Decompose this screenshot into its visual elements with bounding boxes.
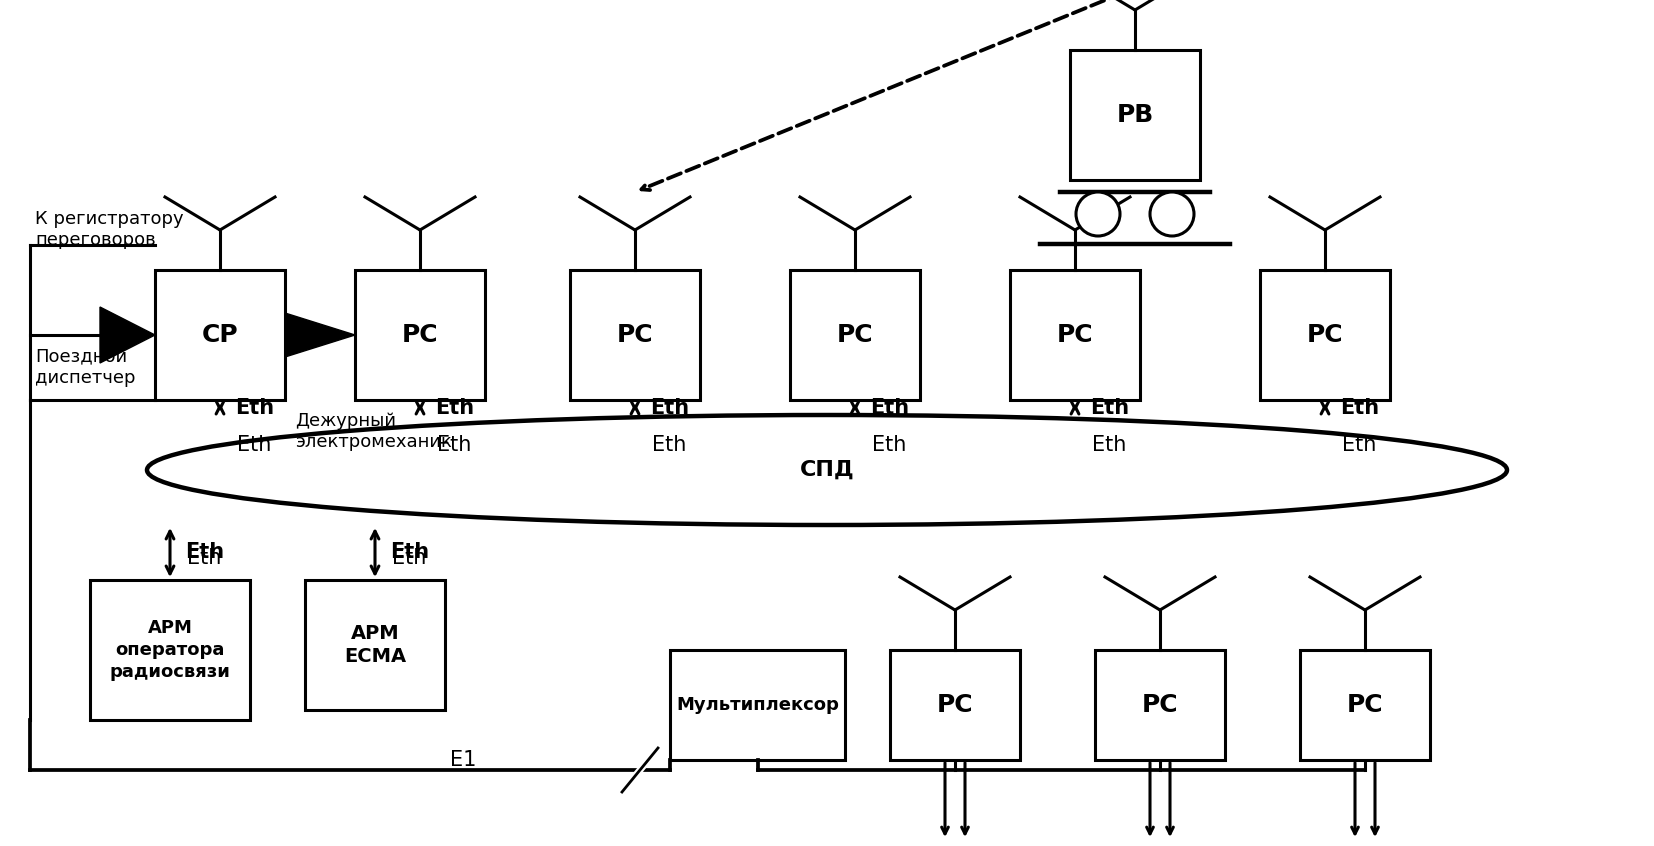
Text: РС: РС <box>1141 693 1178 717</box>
Text: Eth: Eth <box>237 435 271 455</box>
Polygon shape <box>284 313 356 357</box>
Text: Мультиплексор: Мультиплексор <box>676 696 839 714</box>
Text: РС: РС <box>936 693 973 717</box>
Bar <box>155 270 284 400</box>
Bar <box>1300 650 1431 760</box>
Bar <box>1095 650 1226 760</box>
Text: E1: E1 <box>450 750 476 770</box>
Bar <box>89 580 250 720</box>
Text: Eth: Eth <box>872 435 906 455</box>
Bar <box>304 580 445 710</box>
Circle shape <box>1077 192 1120 236</box>
Text: Eth: Eth <box>187 548 222 568</box>
Text: Поездной
диспетчер: Поездной диспетчер <box>35 348 136 387</box>
Text: СПД: СПД <box>799 460 855 480</box>
Text: АРМ
оператора
радиосвязи: АРМ оператора радиосвязи <box>109 618 230 681</box>
Text: РС: РС <box>1346 693 1383 717</box>
Text: РС: РС <box>1307 323 1343 347</box>
Text: АРМ
ЕСМА: АРМ ЕСМА <box>344 624 407 667</box>
Text: РС: РС <box>402 323 438 347</box>
Text: Eth: Eth <box>235 398 275 417</box>
Text: РС: РС <box>617 323 653 347</box>
Text: РС: РС <box>837 323 873 347</box>
Circle shape <box>1150 192 1194 236</box>
Text: Дежурный
электромеханик: Дежурный электромеханик <box>294 412 452 451</box>
Text: К регистратору
переговоров: К регистратору переговоров <box>35 210 184 249</box>
Text: Eth: Eth <box>1090 398 1130 417</box>
Text: Eth: Eth <box>185 542 225 563</box>
Text: Eth: Eth <box>650 398 690 417</box>
Bar <box>890 650 1021 760</box>
Text: Eth: Eth <box>1340 398 1379 417</box>
Text: Eth: Eth <box>1092 435 1126 455</box>
Bar <box>791 270 920 400</box>
Ellipse shape <box>147 415 1507 525</box>
Bar <box>670 650 845 760</box>
Bar <box>571 270 700 400</box>
Bar <box>1011 270 1140 400</box>
Text: СР: СР <box>202 323 238 347</box>
Polygon shape <box>99 307 155 363</box>
Text: РВ: РВ <box>1116 103 1153 127</box>
Bar <box>1070 50 1201 180</box>
Text: Eth: Eth <box>435 398 475 417</box>
Text: Eth: Eth <box>1341 435 1376 455</box>
Text: Eth: Eth <box>437 435 471 455</box>
Text: Eth: Eth <box>390 542 428 563</box>
Text: РС: РС <box>1057 323 1093 347</box>
Bar <box>356 270 485 400</box>
Text: Eth: Eth <box>392 548 427 568</box>
Bar <box>1260 270 1389 400</box>
Text: Eth: Eth <box>870 398 910 417</box>
Text: Eth: Eth <box>652 435 686 455</box>
